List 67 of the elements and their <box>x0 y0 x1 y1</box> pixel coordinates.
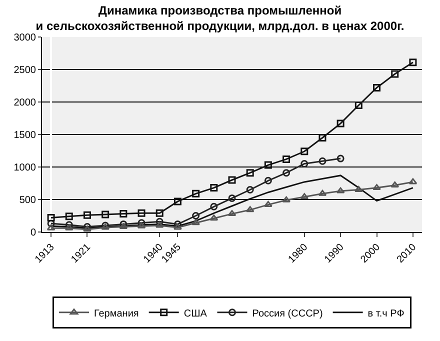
point <box>246 206 254 212</box>
point <box>300 160 308 168</box>
point <box>336 120 344 128</box>
point <box>174 220 182 228</box>
point <box>137 222 146 228</box>
point <box>83 226 92 232</box>
point <box>228 210 236 216</box>
legend-label: США <box>184 308 208 320</box>
point <box>174 224 182 230</box>
point <box>156 218 164 226</box>
point <box>282 169 290 177</box>
y-tick-label: 1500 <box>14 130 36 141</box>
point <box>46 224 56 230</box>
y-tick-label: 3000 <box>14 32 36 44</box>
point <box>65 221 73 229</box>
point <box>192 219 200 226</box>
legend-label: в т.ч РФ <box>368 308 405 320</box>
point <box>210 184 218 192</box>
point <box>119 223 128 230</box>
y-tick-label: 2500 <box>14 65 36 76</box>
point <box>155 222 164 228</box>
point <box>138 219 146 227</box>
point <box>318 134 326 142</box>
point <box>47 220 55 228</box>
point <box>373 84 381 92</box>
point <box>282 196 290 202</box>
point <box>64 224 74 230</box>
point <box>372 184 381 190</box>
point <box>300 148 308 156</box>
point <box>318 190 327 196</box>
y-tick-label: 2000 <box>14 98 36 108</box>
legend-label: Россия (СССР) <box>252 308 323 320</box>
point <box>102 210 110 218</box>
point <box>318 157 326 165</box>
point <box>390 181 400 188</box>
point <box>47 214 55 222</box>
y-tick-label: 500 <box>19 195 36 206</box>
point <box>210 214 218 221</box>
point <box>354 102 362 109</box>
point <box>210 202 218 210</box>
point <box>120 220 128 228</box>
point <box>138 209 146 217</box>
point <box>300 193 309 200</box>
point <box>246 186 254 194</box>
point <box>409 58 417 66</box>
legend-label: Германия <box>94 308 139 320</box>
point <box>336 187 345 194</box>
point <box>408 178 418 184</box>
point <box>264 200 272 207</box>
point <box>192 212 200 220</box>
point <box>65 212 73 220</box>
point <box>246 169 254 177</box>
point <box>391 70 399 78</box>
point <box>336 154 344 162</box>
point <box>192 190 200 198</box>
y-tick-label: 1000 <box>14 162 36 174</box>
point <box>228 194 236 202</box>
y-tick-label: 0 <box>30 228 36 238</box>
point <box>264 176 272 184</box>
point <box>264 161 272 169</box>
point <box>174 198 182 206</box>
point <box>120 210 128 218</box>
point <box>156 209 164 217</box>
point <box>83 211 91 219</box>
chart-title: Динамика производства промышленной и сельскохозяйственной продукции, млрд.дол. в ценах 2000г. <box>36 3 404 33</box>
point <box>282 155 290 163</box>
point <box>228 176 236 184</box>
